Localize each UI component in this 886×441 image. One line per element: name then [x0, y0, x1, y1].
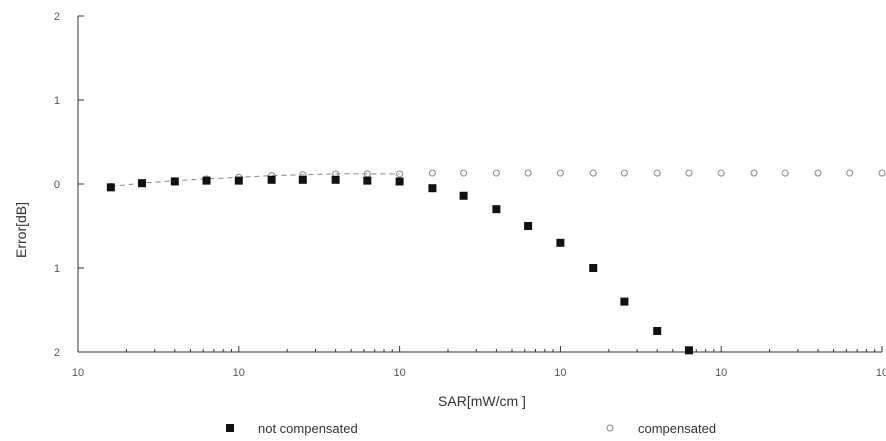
point-compensated: [589, 169, 597, 177]
x-axis-title: SAR[mW/cm ]: [438, 393, 526, 409]
point-compensated: [717, 169, 725, 177]
x-tick-label: 10: [554, 367, 566, 379]
y-tick-label: 0: [54, 179, 60, 191]
point-compensated: [685, 169, 693, 177]
legend-label-compensated: compensated: [638, 421, 716, 436]
point-not-compensated: [684, 346, 693, 355]
point-compensated: [781, 169, 789, 177]
x-tick-label: 10: [876, 367, 886, 379]
point-not-compensated: [653, 327, 662, 335]
point-compensated: [814, 169, 822, 177]
legend-label-not-compensated: not compensated: [258, 421, 358, 436]
point-compensated: [396, 170, 404, 178]
point-not-compensated: [267, 175, 276, 184]
point-not-compensated: [331, 175, 340, 184]
point-not-compensated: [137, 179, 146, 188]
x-tick-label: 10: [72, 367, 84, 379]
point-compensated: [846, 169, 854, 177]
point-not-compensated: [589, 264, 598, 272]
point-compensated: [653, 169, 661, 177]
point-not-compensated: [524, 222, 533, 230]
x-ticks: 10 10 10 10 10 10: [72, 346, 886, 379]
point-not-compensated: [234, 176, 243, 185]
point-not-compensated: [459, 191, 468, 200]
y-tick-label: 2: [54, 347, 60, 359]
point-not-compensated: [106, 183, 115, 192]
point-compensated: [428, 169, 437, 177]
y-axis-title: Error[dB]: [13, 202, 29, 258]
point-compensated: [524, 169, 532, 177]
compensated-dash-path: [110, 173, 400, 188]
x-tick-label: 10: [233, 367, 245, 379]
y-tick-label: 1: [54, 263, 60, 275]
point-not-compensated: [428, 184, 437, 193]
x-tick-label: 10: [393, 367, 405, 379]
point-not-compensated: [202, 176, 211, 185]
point-compensated: [878, 169, 886, 177]
point-compensated: [459, 169, 468, 177]
point-not-compensated: [170, 177, 179, 186]
point-not-compensated: [363, 176, 372, 185]
data-marks: [106, 169, 886, 355]
legend-marker-not-compensated: [226, 424, 234, 432]
y-tick-label: 1: [54, 95, 60, 107]
point-not-compensated: [298, 175, 307, 184]
point-compensated: [492, 169, 501, 177]
legend-marker-compensated: [606, 424, 614, 432]
point-compensated: [750, 169, 758, 177]
x-tick-label: 10: [715, 367, 727, 379]
point-compensated: [556, 169, 565, 177]
point-not-compensated: [492, 205, 501, 214]
point-not-compensated: [556, 238, 565, 247]
point-compensated: [620, 169, 628, 177]
y-ticks: 2 1 0 1 2: [54, 11, 84, 359]
axes: [77, 16, 882, 353]
compensated-dashed-line: [110, 173, 400, 188]
legend: not compensated compensated: [226, 421, 716, 436]
point-not-compensated: [620, 297, 629, 306]
point-not-compensated: [395, 177, 404, 186]
y-tick-label: 2: [54, 11, 60, 23]
